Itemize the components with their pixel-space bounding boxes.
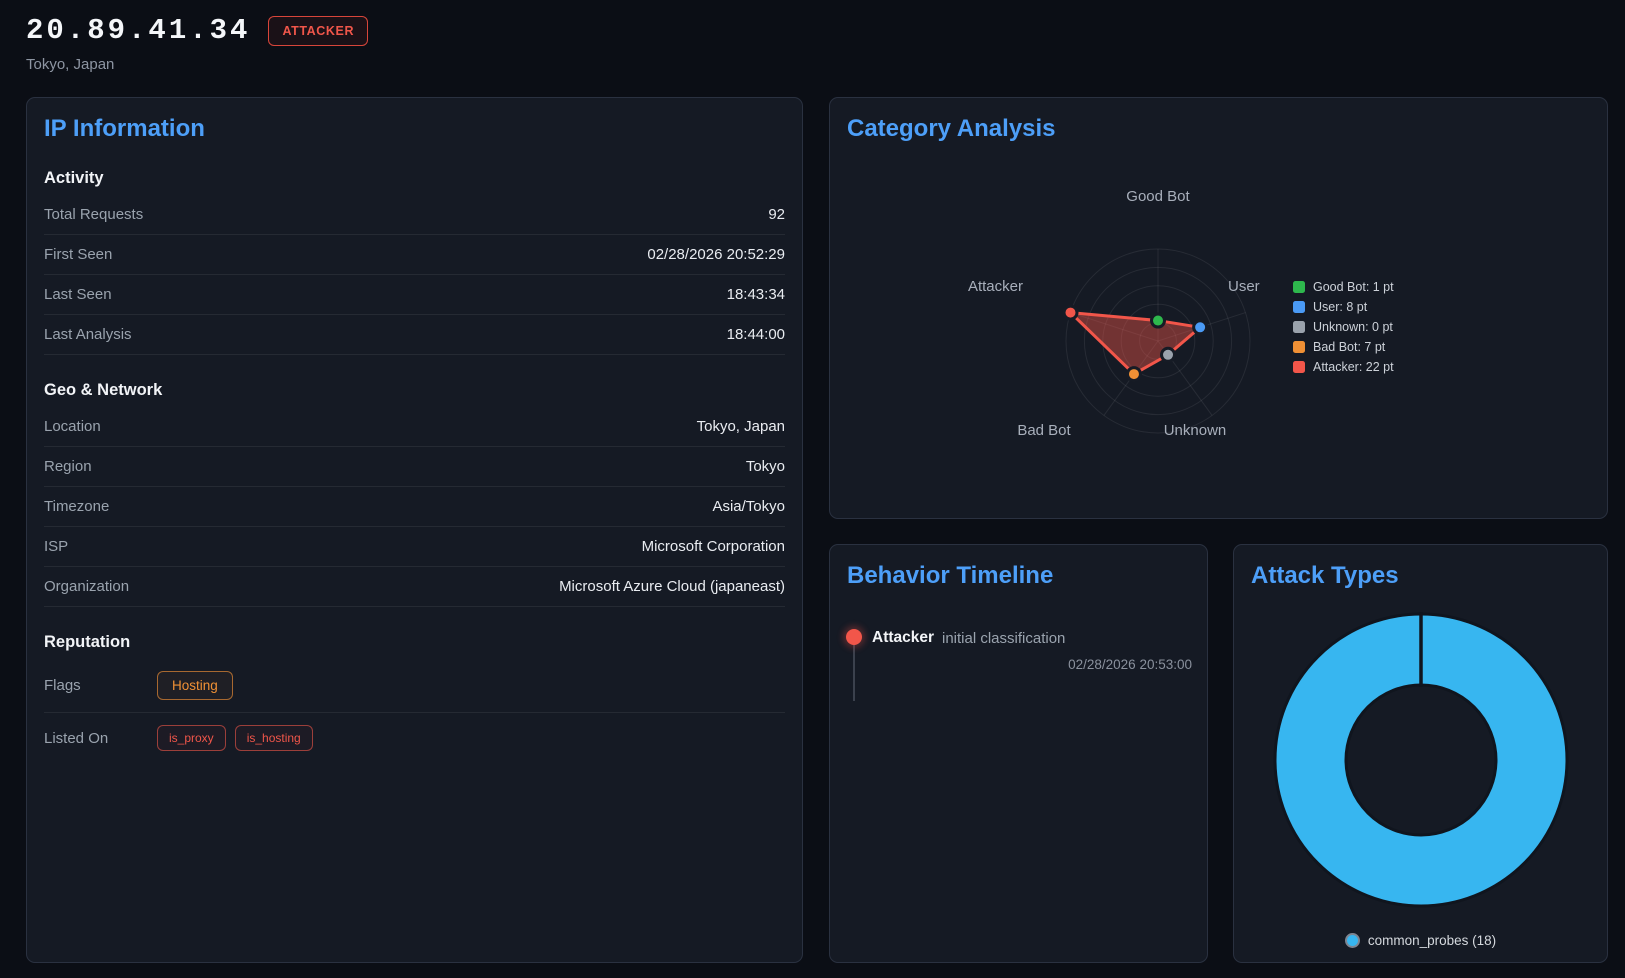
legend-label: Bad Bot: 7 pt bbox=[1313, 340, 1386, 354]
reputation-badge: Hosting bbox=[157, 671, 233, 700]
info-value: 18:44:00 bbox=[726, 326, 785, 343]
reputation-badge: is_hosting bbox=[234, 725, 313, 751]
info-value: 92 bbox=[768, 206, 785, 223]
classification-badge: ATTACKER bbox=[268, 15, 369, 46]
category-analysis-panel: Category Analysis Good Bot User Unknown Bad… bbox=[829, 97, 1608, 519]
section-heading: Geo & Network bbox=[44, 381, 163, 399]
info-row: Timezone Asia/Tokyo bbox=[44, 487, 785, 527]
legend-item: Bad Bot: 7 pt bbox=[1293, 337, 1394, 357]
reputation-badge: is_proxy bbox=[157, 725, 226, 751]
radar-axis-label: Bad Bot bbox=[1017, 422, 1071, 439]
attack-types-donut-chart bbox=[1273, 612, 1569, 908]
info-label: Location bbox=[44, 418, 101, 435]
info-label: Organization bbox=[44, 578, 130, 595]
legend-swatch bbox=[1293, 341, 1305, 353]
timeline-connector bbox=[853, 637, 855, 701]
flag-row: Listed On is_proxy is_hosting bbox=[44, 713, 785, 763]
legend-swatch bbox=[1293, 321, 1305, 333]
ip-information-title: IP Information bbox=[44, 115, 205, 142]
legend-label: Attacker: 22 pt bbox=[1313, 360, 1394, 374]
info-label: ISP bbox=[44, 538, 69, 555]
legend-item: Attacker: 22 pt bbox=[1293, 357, 1394, 377]
legend-label: Good Bot: 1 pt bbox=[1313, 280, 1394, 294]
ip-location: Tokyo, Japan bbox=[26, 56, 115, 73]
info-row: ISP Microsoft Corporation bbox=[44, 527, 785, 567]
info-row: Location Tokyo, Japan bbox=[44, 407, 785, 447]
legend-label: User: 8 pt bbox=[1313, 300, 1368, 314]
info-value: Microsoft Azure Cloud (japaneast) bbox=[559, 578, 785, 595]
radar-axis-label: User bbox=[1228, 278, 1260, 295]
behavior-timeline-title: Behavior Timeline bbox=[847, 562, 1054, 589]
section-heading: Activity bbox=[44, 169, 104, 187]
info-label: Region bbox=[44, 458, 92, 475]
legend-swatch bbox=[1293, 281, 1305, 293]
category-radar-chart: Good Bot User Unknown Bad Bot Attacker bbox=[968, 188, 1260, 439]
info-row: Last Analysis 18:44:00 bbox=[44, 315, 785, 355]
donut-legend: common_probes (18) bbox=[1234, 933, 1607, 948]
radar-axis-label: Attacker bbox=[968, 278, 1023, 295]
legend-item: Unknown: 0 pt bbox=[1293, 317, 1394, 337]
info-label: Last Seen bbox=[44, 286, 112, 303]
info-value: Asia/Tokyo bbox=[712, 498, 785, 515]
info-label: Total Requests bbox=[44, 206, 144, 223]
category-analysis-title: Category Analysis bbox=[847, 115, 1056, 142]
radar-legend: Good Bot: 1 pt User: 8 pt Unknown: 0 pt Bad… bbox=[1293, 277, 1394, 377]
timeline-event-description: initial classification bbox=[942, 630, 1066, 647]
page-header: 20.89.41.34 ATTACKER Tokyo, Japan bbox=[26, 14, 369, 73]
legend-label: Unknown: 0 pt bbox=[1313, 320, 1393, 334]
info-value: Microsoft Corporation bbox=[641, 538, 785, 555]
attack-types-panel: Attack Types common_probes (18) bbox=[1233, 544, 1608, 963]
info-value: 02/28/2026 20:52:29 bbox=[647, 246, 785, 263]
ip-information-panel: IP Information Activity Total Requests 92 F… bbox=[26, 97, 803, 963]
badge-group: is_proxy is_hosting bbox=[157, 725, 313, 751]
flag-row: Flags Hosting bbox=[44, 659, 785, 713]
attack-types-title: Attack Types bbox=[1251, 562, 1399, 589]
section-heading: Reputation bbox=[44, 633, 131, 651]
info-value: Tokyo, Japan bbox=[696, 418, 785, 435]
timeline-event-category: Attacker bbox=[872, 629, 935, 646]
radar-axis-label: Unknown bbox=[1164, 422, 1227, 439]
info-label: Last Analysis bbox=[44, 326, 132, 343]
radar-axis-label: Good Bot bbox=[1126, 188, 1190, 205]
behavior-timeline-panel: Behavior Timeline Attacker initial classi… bbox=[829, 544, 1208, 963]
info-label: Timezone bbox=[44, 498, 110, 515]
timeline-event-timestamp: 02/28/2026 20:53:00 bbox=[1068, 657, 1192, 672]
info-label: Listed On bbox=[44, 729, 109, 747]
info-row: Last Seen 18:43:34 bbox=[44, 275, 785, 315]
info-row: Total Requests 92 bbox=[44, 195, 785, 235]
legend-swatch bbox=[1293, 361, 1305, 373]
donut-legend-label: common_probes (18) bbox=[1367, 933, 1497, 948]
donut-legend-dot bbox=[1344, 933, 1360, 948]
info-label: First Seen bbox=[44, 246, 113, 263]
info-row: Organization Microsoft Azure Cloud (japan… bbox=[44, 567, 785, 607]
info-label: Flags bbox=[44, 677, 81, 694]
timeline-event-dot bbox=[846, 629, 862, 645]
info-value: Tokyo bbox=[745, 458, 785, 475]
ip-address-title: 20.89.41.34 bbox=[26, 14, 251, 47]
legend-item: Good Bot: 1 pt bbox=[1293, 277, 1394, 297]
info-row: First Seen 02/28/2026 20:52:29 bbox=[44, 235, 785, 275]
info-row: Region Tokyo bbox=[44, 447, 785, 487]
legend-swatch bbox=[1293, 301, 1305, 313]
ip-information-sections: Activity Total Requests 92 First Seen 02/28/… bbox=[44, 169, 785, 763]
badge-group: Hosting bbox=[157, 671, 233, 700]
info-value: 18:43:34 bbox=[726, 286, 785, 303]
legend-item: User: 8 pt bbox=[1293, 297, 1394, 317]
